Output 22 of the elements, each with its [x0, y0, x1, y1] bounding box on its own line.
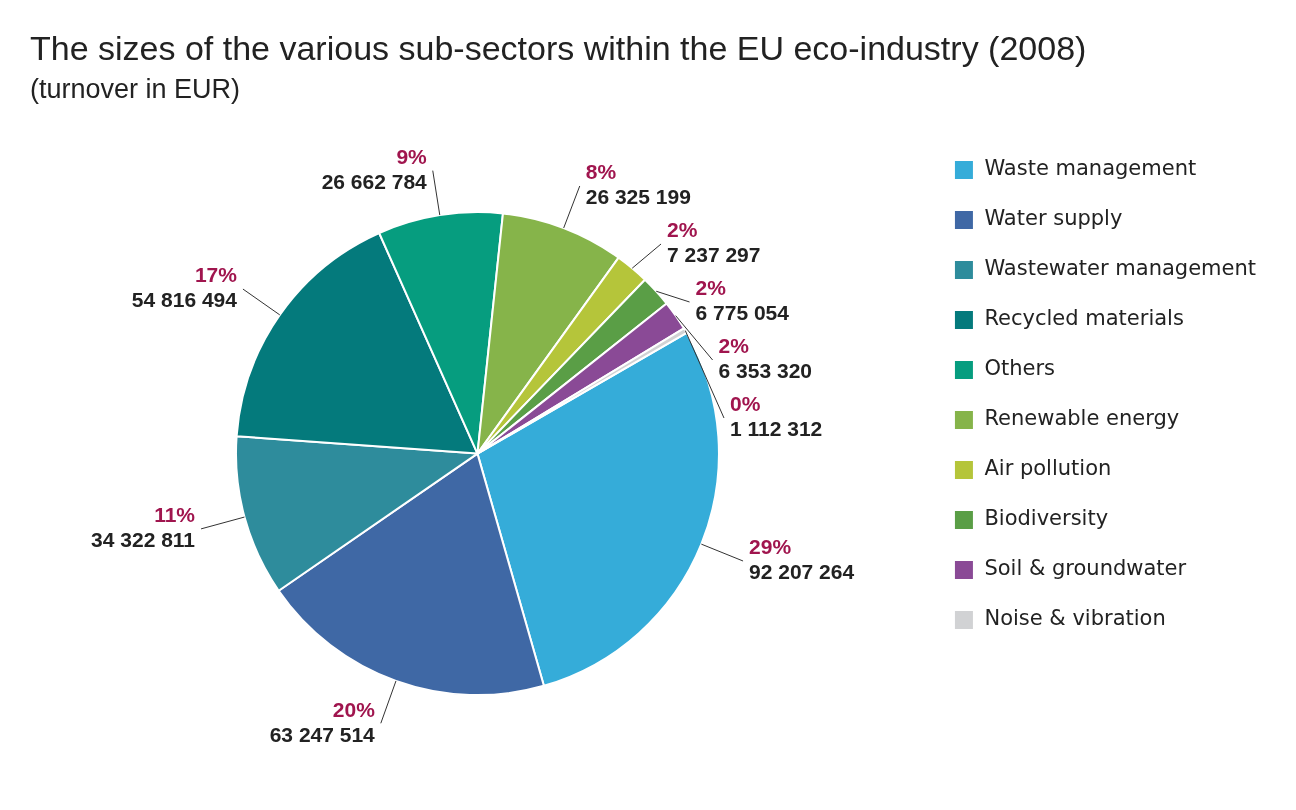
- legend-label: Recycled materials: [984, 306, 1184, 331]
- legend-label: Noise & vibration: [984, 606, 1166, 631]
- legend-label: Wastewater management: [984, 256, 1257, 281]
- legend-label: Renewable energy: [984, 406, 1180, 431]
- data-label: 2% 6 775 054: [695, 276, 790, 325]
- data-label: 29% 92 207 264: [749, 535, 855, 584]
- data-label: 2% 7 237 297: [667, 218, 761, 267]
- legend-label: Waste management: [984, 156, 1197, 181]
- chart-title: The sizes of the various sub-sectors within the EU eco-industry (2008): [30, 28, 1087, 67]
- legend-label: Soil & groundwater: [984, 556, 1187, 581]
- data-label: 8% 26 325 199: [585, 160, 691, 209]
- data-label: 17% 54 816 494: [131, 263, 238, 312]
- chart-subtitle: (turnover in EUR): [30, 74, 241, 105]
- legend-label: Biodiversity: [984, 506, 1109, 531]
- legend-label: Water supply: [984, 206, 1123, 231]
- data-label: 20% 63 247 514: [269, 697, 376, 746]
- data-label: 9% 26 662 784: [321, 144, 428, 193]
- data-label: 11% 34 322 811: [91, 503, 196, 552]
- data-label: 0% 1 112 312: [729, 392, 823, 441]
- legend-label: Air pollution: [984, 456, 1112, 481]
- legend-label: Others: [984, 356, 1056, 381]
- data-label: 2% 6 353 320: [718, 334, 813, 383]
